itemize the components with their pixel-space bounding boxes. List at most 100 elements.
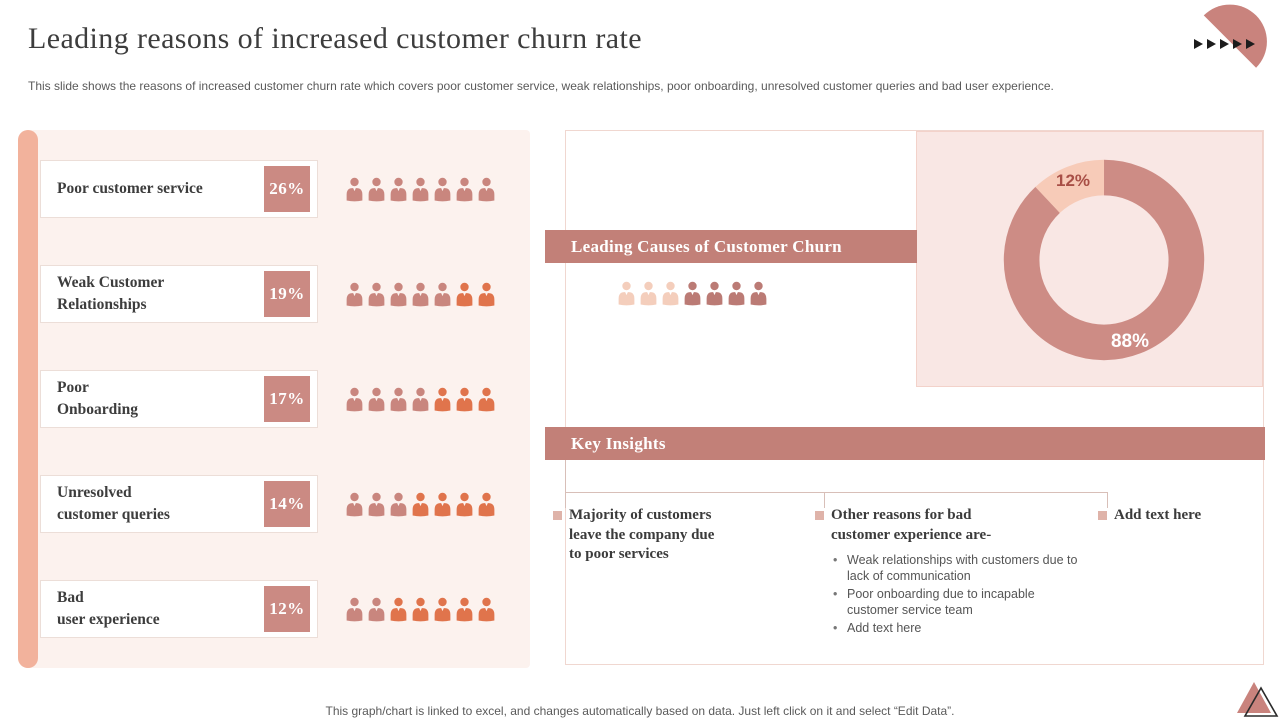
reason-pictogram [344, 176, 497, 202]
reason-row: Bad user experience 12% [40, 580, 497, 638]
reason-box: Poor Onboarding 17% [40, 370, 318, 428]
person-icon [640, 281, 657, 306]
footer-note: This graph/chart is linked to excel, and… [325, 704, 955, 718]
arrow-icon [1207, 39, 1216, 49]
person-icon [728, 281, 745, 306]
person-icon [750, 281, 767, 306]
person-icon [390, 282, 407, 307]
person-icon [412, 282, 429, 307]
square-bullet-icon [553, 511, 562, 520]
person-icon [706, 281, 723, 306]
connector-line [1107, 492, 1108, 508]
person-icon [368, 282, 385, 307]
person-icon [346, 387, 363, 412]
person-icon [456, 597, 473, 622]
donut-label-major: 88% [1110, 331, 1150, 352]
connector-line [824, 492, 825, 508]
person-icon [478, 282, 495, 307]
semicircle-decoration-icon [1203, 0, 1280, 68]
person-icon [368, 387, 385, 412]
reason-label: Weak Customer Relationships [57, 274, 165, 313]
arrow-icon [1246, 39, 1255, 49]
person-icon [618, 281, 635, 306]
arrow-icon [1220, 39, 1229, 49]
person-icon [412, 387, 429, 412]
reason-label: Unresolved customer queries [57, 484, 170, 523]
reason-box: Poor customer service 26% [40, 160, 318, 218]
person-icon [434, 492, 451, 517]
donut-label-minor: 12% [1055, 171, 1091, 190]
reason-pictogram [344, 386, 497, 412]
person-icon [390, 177, 407, 202]
reason-percentage: 14% [264, 481, 310, 527]
insight-bullet: Add text here [831, 620, 1080, 636]
key-insights-banner: Key Insights [545, 427, 1265, 460]
person-icon [456, 387, 473, 412]
person-icon [662, 281, 679, 306]
reason-pictogram [344, 491, 497, 517]
donut-segment[interactable] [1003, 159, 1205, 361]
person-icon [434, 387, 451, 412]
accent-bar [18, 130, 38, 668]
page-title: Leading reasons of increased customer ch… [28, 22, 642, 55]
reason-row: Poor customer service 26% [40, 160, 497, 218]
person-icon [434, 597, 451, 622]
square-bullet-icon [815, 511, 824, 520]
person-icon [478, 177, 495, 202]
person-icon [456, 177, 473, 202]
insight-column: Other reasons for bad customer experienc… [815, 506, 1080, 638]
person-icon [346, 282, 363, 307]
reason-box: Unresolved customer queries 14% [40, 475, 318, 533]
person-icon [478, 387, 495, 412]
churn-reasons-panel: Poor customer service 26% Weak Customer Re… [18, 130, 530, 668]
person-icon [478, 597, 495, 622]
person-icon [390, 597, 407, 622]
reason-label: Poor Onboarding [57, 379, 138, 418]
reason-label: Bad user experience [57, 589, 160, 628]
reason-pictogram [344, 596, 497, 622]
person-icon [390, 387, 407, 412]
reason-percentage: 17% [264, 376, 310, 422]
person-icon [368, 492, 385, 517]
insight-bullet-list: Weak relationships with customers due to… [831, 552, 1080, 636]
person-icon [346, 177, 363, 202]
reason-percentage: 26% [264, 166, 310, 212]
person-icon [346, 492, 363, 517]
arrows-decoration-icon [1194, 39, 1259, 49]
reason-row: Poor Onboarding 17% [40, 370, 497, 428]
insight-column: Majority of customers leave the company … [553, 506, 773, 565]
square-bullet-icon [1098, 511, 1107, 520]
person-icon [346, 597, 363, 622]
reasons-list: Poor customer service 26% Weak Customer Re… [40, 160, 497, 638]
reason-percentage: 12% [264, 586, 310, 632]
donut-chart[interactable] [998, 154, 1210, 366]
donut-chart-panel[interactable]: 12% 88% [916, 131, 1263, 387]
arrow-icon [1233, 39, 1242, 49]
insight-bullet: Poor onboarding due to incapable custome… [831, 586, 1080, 618]
person-icon [434, 177, 451, 202]
person-icon [412, 597, 429, 622]
insight-column: Add text here [1098, 506, 1268, 526]
reason-box: Weak Customer Relationships 19% [40, 265, 318, 323]
person-icon [456, 492, 473, 517]
person-icon [412, 492, 429, 517]
causes-pictogram [616, 280, 769, 306]
person-icon [412, 177, 429, 202]
connector-line [565, 492, 1108, 493]
person-icon [684, 281, 701, 306]
reason-percentage: 19% [264, 271, 310, 317]
arrow-icon [1194, 39, 1203, 49]
person-icon [456, 282, 473, 307]
reason-row: Weak Customer Relationships 19% [40, 265, 497, 323]
person-icon [390, 492, 407, 517]
insight-heading: Other reasons for bad customer experienc… [831, 507, 992, 543]
reason-box: Bad user experience 12% [40, 580, 318, 638]
insight-heading: Majority of customers leave the company … [569, 507, 715, 562]
slide-subtitle: This slide shows the reasons of increase… [28, 79, 1054, 93]
causes-banner-label: Leading Causes of Customer Churn [571, 236, 842, 256]
insight-bullet: Weak relationships with customers due to… [831, 552, 1080, 584]
person-icon [368, 177, 385, 202]
person-icon [368, 597, 385, 622]
insight-heading: Add text here [1114, 507, 1202, 523]
